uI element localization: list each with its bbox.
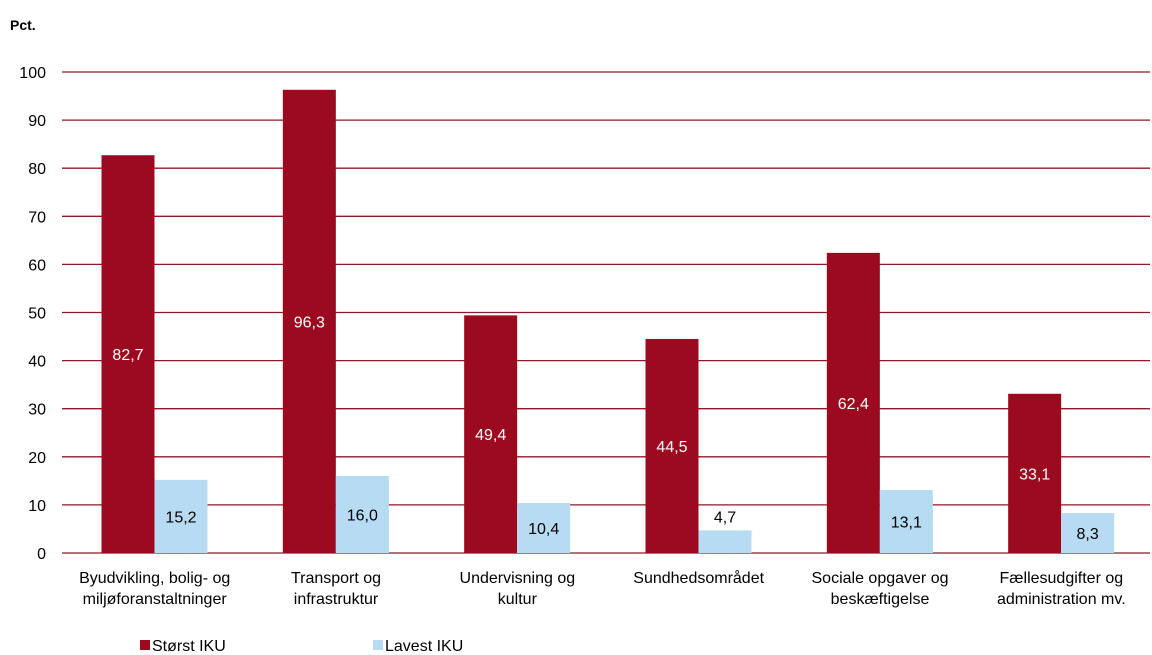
value-labels: 82,7 15,2 96,3 16,0 49,4 10,4 44,5 4,7 62,4 13,1 3… [112, 314, 1098, 543]
bar-stoerst-iku [645, 338, 699, 553]
category-label: beskæftigelse [831, 591, 930, 608]
value-label: 49,4 [475, 427, 506, 444]
y-tick-label: 60 [28, 257, 46, 274]
y-tick-label: 100 [19, 65, 46, 82]
y-tick-label: 80 [28, 161, 46, 178]
category-label: Byudvikling, bolig- og [79, 570, 230, 587]
bar-lavest-iku [517, 502, 571, 553]
value-label: 13,1 [891, 514, 922, 531]
legend: Størst IKU Lavest IKU [140, 638, 463, 655]
category-labels: Byudvikling, bolig- og miljøforanstaltnin… [79, 569, 1126, 608]
y-tick-label: 40 [28, 354, 46, 371]
value-label: 44,5 [656, 439, 687, 456]
y-tick-label: 20 [28, 450, 46, 467]
bar-lavest-iku [154, 479, 208, 553]
gridlines [62, 71, 1150, 554]
y-tick-label: 30 [28, 402, 46, 419]
y-tick-label: 70 [28, 209, 46, 226]
bar-stoerst-iku [464, 315, 518, 553]
category-label: kultur [498, 591, 538, 608]
bar-stoerst-iku [1008, 393, 1062, 553]
y-tick-label: 0 [37, 546, 46, 563]
value-label: 62,4 [838, 396, 869, 413]
bars [101, 89, 1115, 553]
value-label: 8,3 [1077, 526, 1099, 543]
bar-stoerst-iku [101, 155, 155, 553]
value-label: 33,1 [1019, 466, 1050, 483]
legend-swatch [140, 640, 150, 650]
category-label: infrastruktur [294, 591, 379, 608]
value-label: 82,7 [112, 347, 143, 364]
y-tick-label: 90 [28, 113, 46, 130]
bar-lavest-iku [1061, 513, 1115, 553]
y-tick-label: 10 [28, 498, 46, 515]
category-label: Sociale opgaver og [812, 570, 949, 587]
category-label: Fællesudgifter og [1000, 570, 1124, 587]
bar-lavest-iku [698, 530, 752, 553]
legend-label: Lavest IKU [385, 638, 463, 655]
category-label: Transport og [291, 570, 381, 587]
value-label: 15,2 [165, 509, 196, 526]
legend-label: Størst IKU [152, 638, 226, 655]
y-tick-label: 50 [28, 306, 46, 323]
legend-swatch [373, 640, 383, 650]
value-label: 4,7 [714, 509, 736, 526]
category-label: Undervisning og [460, 570, 576, 587]
bar-lavest-iku [879, 489, 933, 553]
y-tick-labels: 0 10 20 30 40 50 60 70 80 90 100 [19, 65, 46, 563]
value-label: 16,0 [347, 508, 378, 525]
category-label: administration mv. [997, 591, 1126, 608]
bar-stoerst-iku [282, 89, 336, 553]
y-axis-label: Pct. [10, 17, 36, 33]
category-label: miljøforanstaltninger [83, 591, 228, 608]
bar-lavest-iku [335, 476, 389, 553]
value-label: 10,4 [528, 521, 559, 538]
bar-stoerst-iku [826, 252, 880, 553]
category-label: Sundhedsområdet [633, 569, 764, 587]
value-label: 96,3 [294, 314, 325, 331]
